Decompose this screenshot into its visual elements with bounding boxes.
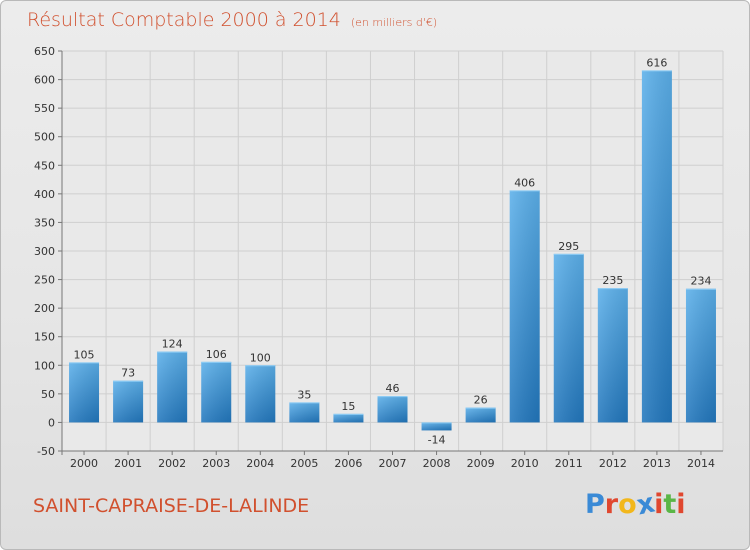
y-tick-label: 400 <box>34 188 55 201</box>
logo-letter: P <box>585 489 605 520</box>
y-tick-label: 200 <box>34 302 55 315</box>
x-tick-label-2011: 2011 <box>555 457 583 470</box>
y-tick-label: -50 <box>37 445 55 458</box>
y-tick-label: 600 <box>34 74 55 87</box>
x-tick-label-2003: 2003 <box>202 457 230 470</box>
x-tick-label-2014: 2014 <box>687 457 715 470</box>
chart-title-text: Résultat Comptable 2000 à 2014 <box>27 9 341 31</box>
y-tick-label: 0 <box>48 416 55 429</box>
value-label-2008: -14 <box>428 433 446 446</box>
bar-shade-2011 <box>553 253 584 423</box>
x-tick-label-2004: 2004 <box>246 457 274 470</box>
y-tick-label: 100 <box>34 359 55 372</box>
y-tick-label: 300 <box>34 245 55 258</box>
x-tick-label-2012: 2012 <box>599 457 627 470</box>
value-label-2004: 100 <box>250 351 271 364</box>
bar-shade-2007 <box>377 396 408 423</box>
logo-letter: o <box>618 489 637 520</box>
value-label-2014: 234 <box>690 275 711 288</box>
bar-shade-2013 <box>641 70 672 423</box>
logo-letter: i <box>654 489 664 520</box>
bar-shade-2010 <box>509 190 540 423</box>
y-tick-label: 50 <box>41 388 55 401</box>
value-label-2011: 295 <box>558 240 579 253</box>
logo-letter: t <box>663 489 677 520</box>
x-tick-label-2005: 2005 <box>290 457 318 470</box>
logo-letter: i <box>676 489 686 520</box>
logo-letter: r <box>604 489 619 520</box>
y-tick-label: 500 <box>34 131 55 144</box>
y-tick-label: 650 <box>34 45 55 58</box>
value-label-2012: 235 <box>602 274 623 287</box>
chart-subtitle: (en milliers d'€) <box>350 16 438 29</box>
x-tick-label-2010: 2010 <box>511 457 539 470</box>
commune-name: SAINT-CAPRAISE-DE-LALINDE <box>33 495 310 517</box>
x-tick-label-2013: 2013 <box>643 457 671 470</box>
value-label-2006: 15 <box>341 400 355 413</box>
bar-shade-2003 <box>201 361 232 423</box>
bar-shade-2009 <box>465 407 496 423</box>
x-tick-label-2001: 2001 <box>114 457 142 470</box>
value-label-2005: 35 <box>297 388 311 401</box>
value-label-2001: 73 <box>121 367 135 380</box>
axis-layer: -50 0 50 100 150 200 250 300 350 400 450 500 550 600 6… <box>34 45 723 470</box>
bar-shade-2001 <box>113 380 144 423</box>
x-tick-label-2008: 2008 <box>423 457 451 470</box>
bar-shade-2014 <box>685 288 716 423</box>
value-label-2003: 106 <box>206 348 227 361</box>
x-tick-label-2002: 2002 <box>158 457 186 470</box>
value-label-2010: 406 <box>514 176 535 189</box>
bar-shade-2006 <box>333 413 364 423</box>
y-tick-label: 450 <box>34 159 55 172</box>
proxiti-logo[interactable]: Proxiti <box>585 488 686 522</box>
bar-layer <box>69 70 716 431</box>
value-label-2000: 105 <box>74 348 95 361</box>
bar-shade-2004 <box>245 365 276 423</box>
y-tick-label: 150 <box>34 331 55 344</box>
x-tick-label-2009: 2009 <box>467 457 495 470</box>
value-label-2013: 616 <box>646 56 667 69</box>
label-layer: 105 73 124 106 100 35 15 46 -14 26 406 295 235 616 234 <box>74 56 712 446</box>
bar-shade-2012 <box>597 288 628 423</box>
y-tick-label: 350 <box>34 216 55 229</box>
value-label-2002: 124 <box>162 338 183 351</box>
y-tick-label: 250 <box>34 274 55 287</box>
bar-shade-2000 <box>69 362 100 423</box>
value-label-2007: 46 <box>386 382 400 395</box>
chart-title: Résultat Comptable 2000 à 2014 (en millie… <box>27 9 437 31</box>
y-tick-label: 550 <box>34 102 55 115</box>
x-tick-label-2006: 2006 <box>334 457 362 470</box>
bar-shade-2005 <box>289 402 320 423</box>
x-tick-label-2007: 2007 <box>379 457 407 470</box>
x-tick-label-2000: 2000 <box>70 457 98 470</box>
bar-shade-2008 <box>421 422 452 431</box>
value-label-2009: 26 <box>474 394 488 407</box>
bar-shade-2002 <box>157 351 188 423</box>
